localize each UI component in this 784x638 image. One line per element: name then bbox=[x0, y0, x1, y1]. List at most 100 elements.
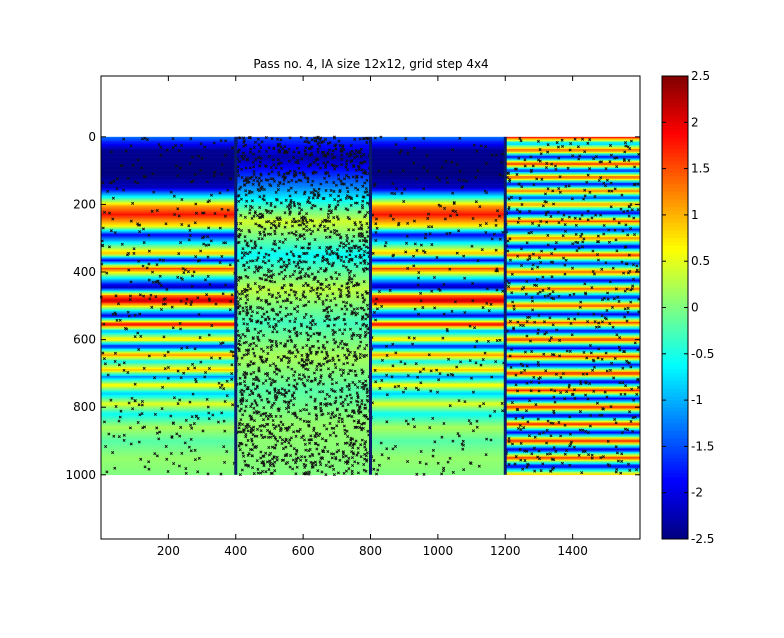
outlier-marker bbox=[287, 359, 291, 363]
outlier-marker bbox=[245, 399, 249, 403]
outlier-marker bbox=[336, 255, 340, 259]
outlier-marker bbox=[178, 321, 182, 326]
outlier-marker bbox=[297, 223, 301, 227]
outlier-marker bbox=[356, 400, 360, 404]
heatmap-row bbox=[370, 148, 506, 151]
outlier-marker bbox=[140, 403, 144, 407]
outlier-marker bbox=[267, 219, 271, 224]
heatmap-row bbox=[370, 342, 506, 344]
outlier-marker bbox=[115, 318, 119, 322]
heatmap-row bbox=[370, 428, 506, 431]
outlier-marker bbox=[319, 292, 323, 296]
heatmap-row bbox=[505, 419, 640, 422]
outlier-marker bbox=[339, 388, 343, 392]
outlier-marker bbox=[107, 432, 111, 436]
heatmap-row bbox=[505, 453, 640, 455]
outlier-marker bbox=[340, 417, 344, 421]
heatmap-row bbox=[235, 189, 371, 192]
outlier-marker bbox=[143, 136, 147, 140]
outlier-marker bbox=[342, 260, 346, 264]
heatmap-row bbox=[505, 274, 640, 277]
outlier-marker bbox=[222, 387, 226, 391]
outlier-marker bbox=[226, 188, 230, 192]
outlier-marker bbox=[296, 161, 300, 165]
heatmap-row bbox=[101, 284, 236, 286]
outlier-marker bbox=[351, 463, 355, 467]
outlier-marker bbox=[352, 244, 356, 248]
outlier-marker bbox=[102, 210, 107, 214]
outlier-marker bbox=[222, 419, 226, 423]
outlier-marker bbox=[193, 366, 197, 370]
heatmap-row bbox=[101, 184, 236, 186]
heatmap-row bbox=[505, 290, 640, 293]
outlier-marker bbox=[310, 465, 314, 469]
heatmap-row bbox=[505, 319, 640, 321]
outlier-marker bbox=[333, 389, 337, 393]
heatmap-row bbox=[235, 230, 371, 232]
heatmap-row bbox=[370, 178, 506, 181]
outlier-marker bbox=[307, 300, 311, 304]
outlier-marker bbox=[347, 353, 351, 357]
outlier-marker bbox=[301, 221, 305, 225]
heatmap-row bbox=[370, 347, 506, 350]
heatmap-row bbox=[235, 185, 371, 188]
outlier-marker bbox=[178, 398, 182, 402]
heatmap-row bbox=[505, 272, 640, 274]
heatmap-row bbox=[370, 449, 506, 451]
outlier-marker bbox=[357, 210, 361, 214]
heatmap-row bbox=[370, 167, 506, 170]
outlier-marker bbox=[365, 387, 369, 391]
outlier-marker bbox=[340, 153, 344, 157]
heatmap-row bbox=[235, 166, 371, 169]
heatmap-row bbox=[505, 432, 640, 435]
colorbar-swatch bbox=[662, 361, 688, 366]
heatmap-row bbox=[101, 457, 236, 459]
heatmap-row bbox=[370, 389, 506, 392]
colorbar-swatch bbox=[662, 114, 688, 119]
outlier-marker bbox=[180, 277, 184, 281]
outlier-marker bbox=[290, 231, 294, 235]
outlier-marker bbox=[264, 470, 268, 474]
outlier-marker bbox=[153, 452, 157, 456]
heatmap-row bbox=[235, 307, 371, 309]
heatmap-row bbox=[101, 385, 236, 388]
outlier-marker bbox=[140, 137, 144, 141]
outlier-marker bbox=[276, 439, 280, 443]
colorbar-swatch bbox=[662, 357, 688, 362]
outlier-marker bbox=[262, 273, 266, 277]
heatmap-row bbox=[101, 192, 236, 194]
heatmap-row bbox=[505, 459, 640, 462]
outlier-marker bbox=[310, 361, 314, 365]
heatmap-row bbox=[235, 311, 371, 313]
outlier-marker bbox=[330, 377, 334, 381]
colorbar-swatch bbox=[662, 137, 688, 142]
outlier-marker bbox=[281, 175, 285, 179]
outlier-marker bbox=[182, 371, 186, 375]
colorbar-swatch bbox=[662, 326, 688, 332]
heatmap-row bbox=[101, 334, 236, 336]
outlier-marker bbox=[304, 146, 308, 150]
heatmap-row bbox=[505, 276, 640, 278]
outlier-marker bbox=[310, 183, 314, 187]
heatmap-row bbox=[370, 270, 506, 273]
outlier-marker bbox=[274, 398, 278, 402]
outlier-marker bbox=[283, 327, 287, 331]
outlier-marker bbox=[248, 363, 252, 367]
outlier-marker bbox=[363, 442, 367, 446]
outlier-marker bbox=[292, 403, 296, 407]
outlier-marker bbox=[293, 378, 297, 382]
outlier-marker bbox=[355, 357, 359, 361]
colorbar-swatch bbox=[662, 187, 688, 193]
heatmap-row bbox=[101, 409, 236, 412]
outlier-marker bbox=[366, 313, 370, 317]
heatmap-row bbox=[370, 246, 506, 248]
outlier-marker bbox=[260, 277, 264, 281]
outlier-marker bbox=[363, 160, 367, 164]
outlier-marker bbox=[247, 180, 251, 184]
colorbar-tick-label: 1.5 bbox=[691, 162, 710, 176]
heatmap-row bbox=[370, 403, 506, 405]
outlier-marker bbox=[316, 469, 320, 473]
heatmap-row bbox=[505, 343, 640, 346]
outlier-marker bbox=[320, 470, 324, 474]
